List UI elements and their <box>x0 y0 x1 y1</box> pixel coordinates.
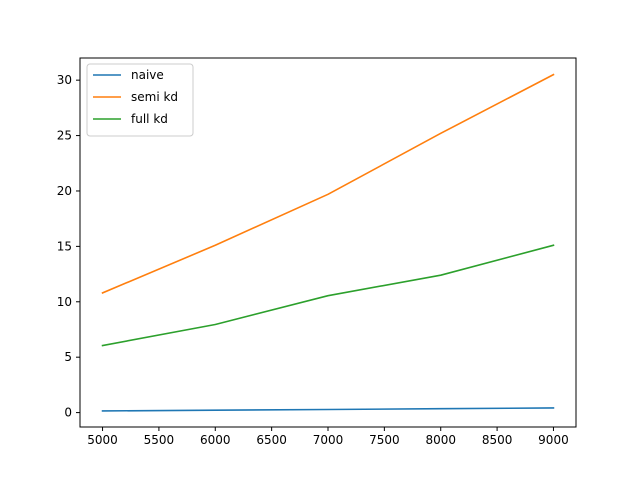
y-tick-label: 20 <box>57 184 72 198</box>
y-tick-label: 10 <box>57 295 72 309</box>
x-tick-label: 7000 <box>313 433 344 447</box>
x-tick-label: 8000 <box>425 433 456 447</box>
y-tick-label: 5 <box>64 350 72 364</box>
x-tick-label: 5500 <box>144 433 175 447</box>
y-tick-label: 15 <box>57 239 72 253</box>
y-tick-label: 30 <box>57 73 72 87</box>
series-line-semi-kd <box>101 73 555 294</box>
series-line-naive <box>101 407 555 412</box>
legend-box <box>86 63 194 137</box>
x-tick-label: 9000 <box>538 433 569 447</box>
series-lines <box>101 73 555 412</box>
legend-label: semi kd <box>131 90 178 104</box>
x-tick-label: 5000 <box>87 433 118 447</box>
y-tick-label: 0 <box>64 406 72 420</box>
x-axis: 5000 5500 6000 6500 7000 7500 8000 8500 9000 <box>87 427 569 447</box>
y-axis: 0 5 10 15 20 25 30 <box>57 73 80 420</box>
legend-label: full kd <box>131 112 168 126</box>
x-tick-label: 7500 <box>369 433 400 447</box>
x-tick-label: 6500 <box>256 433 287 447</box>
x-tick-label: 8500 <box>482 433 513 447</box>
y-tick-label: 25 <box>57 129 72 143</box>
series-line-full-kd <box>101 244 555 347</box>
legend: naive semi kd full kd <box>86 63 194 137</box>
x-tick-label: 6000 <box>200 433 231 447</box>
legend-label: naive <box>131 68 164 82</box>
